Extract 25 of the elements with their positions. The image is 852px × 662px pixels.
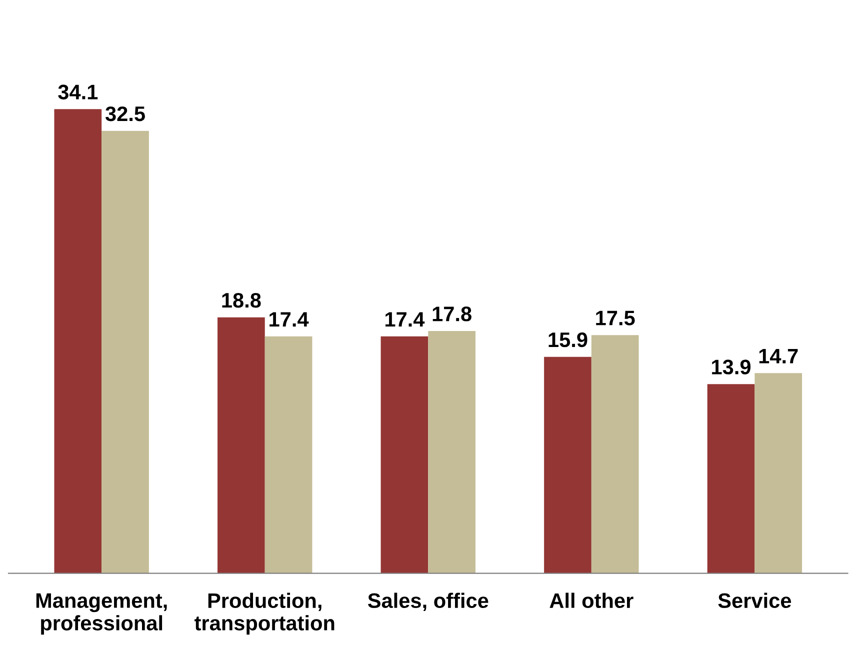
bar xyxy=(264,336,312,574)
bar xyxy=(218,317,265,574)
x-tick-label: All other xyxy=(550,592,634,608)
data-label: 15.9 xyxy=(548,332,588,348)
data-label: 18.8 xyxy=(222,292,261,308)
data-label: 14.7 xyxy=(759,348,798,364)
x-tick-label: Sales, office xyxy=(368,592,488,612)
bar xyxy=(54,109,102,574)
data-label: 17.8 xyxy=(432,306,472,322)
bar xyxy=(380,336,428,574)
data-label: 17.4 xyxy=(270,312,309,327)
bar xyxy=(544,356,592,574)
x-tick-label: Service xyxy=(718,592,792,608)
data-label: 13.9 xyxy=(712,360,751,374)
data-label: 34.1 xyxy=(58,84,98,100)
x-tick-label: Management, professional xyxy=(36,593,167,635)
bar xyxy=(428,330,476,574)
x-tick-label: Production, transportation xyxy=(194,592,334,635)
data-label: 17.5 xyxy=(596,310,635,326)
bar xyxy=(102,130,149,574)
bar xyxy=(754,373,802,574)
data-label: 17.4 xyxy=(385,312,425,327)
bar xyxy=(707,384,755,574)
bar xyxy=(591,335,639,574)
data-label: 32.5 xyxy=(105,106,145,122)
